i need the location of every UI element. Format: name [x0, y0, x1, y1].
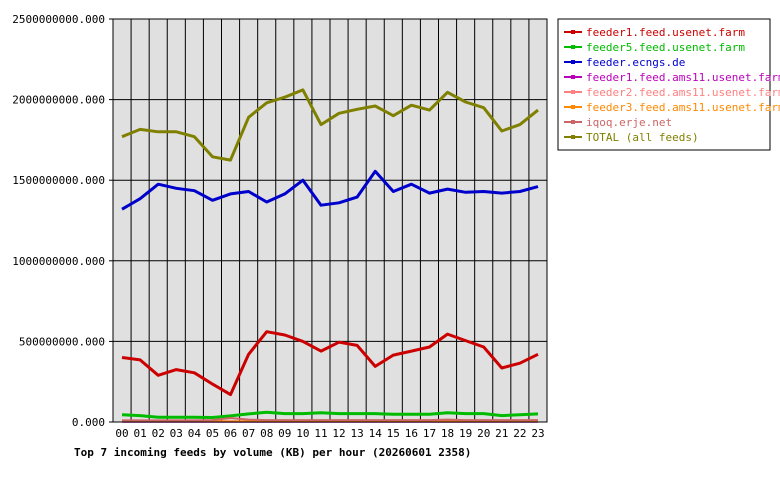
- y-tick-label: 2500000000.000: [12, 13, 105, 26]
- y-tick-label: 2000000000.000: [12, 94, 105, 107]
- x-axis-ticks: 00 01 02 03 04 05 06 07 08 09 10 11 12 13 14 15 16 17 18 19…: [115, 427, 544, 440]
- x-tick-label: 00: [115, 427, 128, 440]
- x-tick-label: 18: [441, 427, 454, 440]
- x-tick-label: 03: [170, 427, 183, 440]
- y-tick-label: 0.000: [72, 416, 105, 429]
- legend-label: feeder3.feed.ams11.usenet.farm: [586, 101, 780, 114]
- legend: feeder1.feed.usenet.farm feeder5.feed.use…: [557, 18, 780, 151]
- x-tick-label: 15: [387, 427, 400, 440]
- x-tick-label: 04: [188, 427, 202, 440]
- x-tick-label: 22: [513, 427, 526, 440]
- legend-marker: [571, 30, 575, 34]
- x-tick-label: 13: [351, 427, 364, 440]
- legend-label: feeder5.feed.usenet.farm: [586, 41, 745, 54]
- grid-layer: [113, 18, 547, 423]
- x-tick-label: 23: [531, 427, 544, 440]
- y-axis-ticks: 0.000 500000000.000 1000000000.000 15000000…: [12, 13, 113, 429]
- legend-marker: [571, 105, 575, 109]
- legend-label: TOTAL (all feeds): [586, 131, 699, 144]
- series-line-1: [121, 410, 539, 419]
- chart-title: Top 7 incoming feeds by volume (KB) per …: [74, 446, 471, 459]
- x-tick-label: 12: [332, 427, 345, 440]
- series-line-2: [121, 169, 539, 211]
- x-tick-label: 01: [134, 427, 147, 440]
- y-tick-label: 1000000000.000: [12, 255, 105, 268]
- x-tick-label: 10: [296, 427, 309, 440]
- plot-frame: [112, 18, 548, 423]
- series-line-7: [121, 88, 539, 162]
- series-line-0: [121, 330, 539, 397]
- legend-label: feeder2.feed.ams11.usenet.farm: [586, 86, 780, 99]
- legend-marker: [571, 135, 575, 139]
- legend-box: [557, 18, 771, 151]
- x-tick-label: 17: [423, 427, 436, 440]
- x-tick-label: 21: [495, 427, 508, 440]
- legend-marker: [571, 90, 575, 94]
- legend-label: feeder.ecngs.de: [586, 56, 685, 69]
- x-tick-label: 11: [314, 427, 327, 440]
- legend-marker: [571, 75, 575, 79]
- legend-label: iqoq.erje.net: [586, 116, 672, 129]
- x-tick-label: 16: [405, 427, 418, 440]
- x-tick-label: 09: [278, 427, 291, 440]
- series-line-6: [122, 417, 538, 422]
- x-tick-label: 02: [152, 427, 165, 440]
- legend-label: feeder1.feed.ams11.usenet.farm: [586, 71, 780, 84]
- x-tick-label: 08: [260, 427, 273, 440]
- legend-label: feeder1.feed.usenet.farm: [586, 26, 745, 39]
- legend-marker: [571, 60, 575, 64]
- x-tick-label: 20: [477, 427, 490, 440]
- x-tick-label: 19: [459, 427, 472, 440]
- x-tick-label: 05: [206, 427, 219, 440]
- legend-marker: [571, 45, 575, 49]
- y-tick-label: 500000000.000: [19, 335, 105, 348]
- x-tick-label: 14: [369, 427, 383, 440]
- legend-marker: [571, 120, 575, 124]
- x-tick-label: 06: [224, 427, 237, 440]
- y-tick-label: 1500000000.000: [12, 174, 105, 187]
- x-tick-label: 07: [242, 427, 255, 440]
